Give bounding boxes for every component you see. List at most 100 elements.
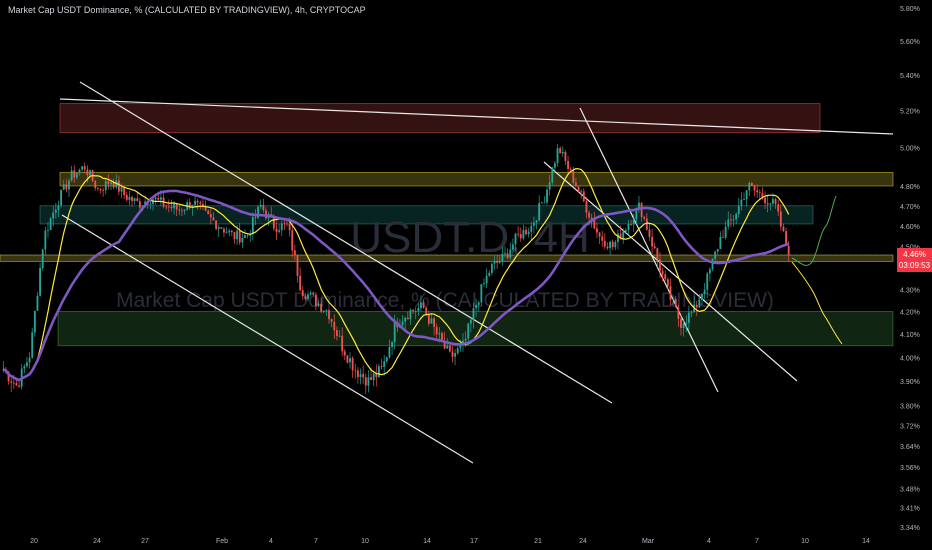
x-tick-label: Mar [642, 538, 655, 545]
x-tick-label: 24 [579, 538, 587, 545]
candle [753, 185, 756, 191]
candle [375, 373, 378, 378]
candle [296, 254, 299, 276]
candle [690, 312, 693, 314]
candle [659, 259, 661, 272]
candle [572, 169, 575, 183]
candle [359, 374, 362, 378]
candle [215, 220, 217, 229]
current-price-value: 4.46% [903, 250, 926, 259]
candle [15, 383, 18, 386]
candle [401, 321, 404, 326]
y-tick-label: 5.60% [900, 39, 920, 46]
candle [86, 169, 89, 176]
candle [766, 203, 769, 205]
candle [383, 361, 386, 367]
candle [217, 227, 220, 229]
y-tick-label: 4.20% [900, 310, 920, 317]
candle [412, 309, 414, 312]
trendline[interactable] [61, 214, 474, 464]
supply-zone-red [59, 103, 821, 134]
watermark-description: Market Cap USDT Dominance, % (CALCULATED… [116, 289, 774, 312]
candle [433, 318, 436, 327]
candle [682, 324, 685, 328]
y-tick-label: 3.80% [900, 404, 920, 411]
ma-slow-line [2, 189, 790, 382]
candle [68, 180, 70, 190]
candle [535, 220, 538, 223]
candle [309, 292, 312, 295]
trendline[interactable] [59, 98, 894, 135]
candle [128, 197, 131, 200]
x-tick-label: 7 [755, 538, 759, 545]
trendline[interactable] [543, 161, 798, 382]
candle [475, 304, 478, 309]
candle [606, 246, 609, 249]
candle [117, 180, 120, 192]
candle [236, 230, 239, 240]
candle [170, 206, 173, 209]
candle [716, 248, 719, 252]
candle [785, 231, 787, 247]
x-tick-label: 14 [862, 538, 870, 545]
candle [280, 223, 283, 231]
candle [630, 223, 633, 225]
candle [94, 181, 97, 189]
x-tick-label: Feb [216, 538, 228, 545]
candle [756, 190, 759, 193]
candle [312, 292, 315, 295]
candle [553, 163, 556, 168]
candle [653, 246, 656, 249]
candle [648, 229, 651, 237]
candle [404, 317, 407, 322]
candle [596, 228, 598, 233]
candle [745, 190, 748, 200]
candle [223, 228, 225, 233]
candle [406, 317, 409, 320]
candle [149, 204, 152, 205]
x-tick-label: 27 [141, 538, 149, 545]
candle [188, 202, 191, 209]
candle [582, 191, 585, 202]
candle [367, 377, 370, 386]
candle [244, 235, 246, 239]
x-tick-label: 24 [93, 538, 101, 545]
candle [464, 338, 467, 341]
candle [325, 310, 328, 311]
candle [611, 241, 614, 248]
candle [727, 219, 730, 227]
candle [577, 186, 580, 192]
candle [722, 237, 724, 238]
candle [645, 218, 648, 230]
candle [409, 309, 412, 320]
candle [238, 230, 241, 243]
candle [125, 194, 128, 200]
x-tick-label: 4 [269, 538, 273, 545]
candle [249, 234, 252, 236]
candle [543, 202, 546, 204]
trendline[interactable] [79, 81, 613, 404]
candle [191, 204, 194, 209]
candle [349, 358, 351, 363]
candle [569, 168, 572, 170]
candle [456, 348, 459, 354]
candle [49, 218, 52, 231]
candle [241, 238, 244, 243]
candle [154, 197, 157, 200]
candle [603, 240, 606, 247]
candle [322, 310, 325, 312]
candle [769, 203, 772, 205]
candle [635, 208, 638, 220]
candle [772, 199, 774, 204]
candle [743, 199, 745, 201]
candle [498, 261, 501, 263]
candle [774, 199, 777, 205]
trendline[interactable] [579, 107, 719, 393]
candle [230, 230, 233, 233]
candle [666, 279, 669, 287]
candle [335, 330, 338, 336]
candle [425, 307, 428, 315]
candle [729, 219, 732, 221]
candle [430, 318, 433, 324]
